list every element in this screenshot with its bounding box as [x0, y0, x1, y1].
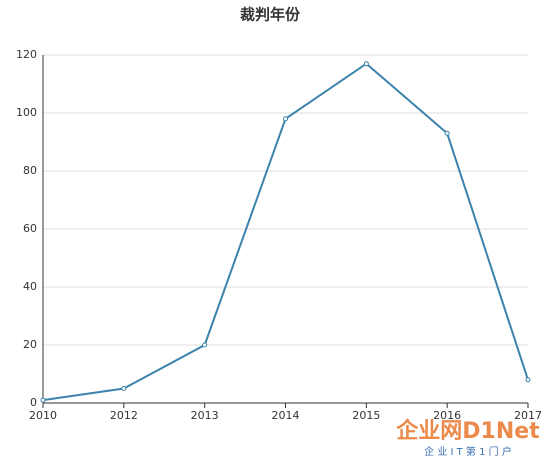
y-tick-label: 100	[16, 106, 37, 119]
y-tick-label: 60	[23, 222, 37, 235]
point	[525, 377, 531, 383]
point	[202, 342, 208, 348]
point	[121, 386, 127, 391]
x-tick-label: 2016	[433, 409, 461, 422]
line	[42, 62, 529, 402]
point	[444, 130, 450, 136]
x-tick-label: 2014	[272, 409, 300, 422]
point	[363, 61, 369, 67]
x-tick-label: 2013	[191, 409, 219, 422]
y-tick-label: 120	[16, 48, 37, 61]
watermark-tagline: 企 业 I T 第 1 门 户	[424, 445, 512, 458]
y-tick-label: 20	[23, 338, 37, 351]
point	[40, 397, 46, 403]
x-tick-label: 2012	[110, 409, 138, 422]
chart-title: 裁判年份	[240, 6, 301, 24]
point	[283, 116, 288, 122]
watermark-logo: 企业网D1Net	[395, 418, 540, 444]
y-tick-label: 40	[23, 280, 37, 293]
x-tick-label: 2017	[514, 409, 542, 422]
x-tick-label: 2015	[352, 409, 380, 422]
x-tick-label: 2010	[29, 409, 57, 422]
y-tick-label: 80	[23, 164, 37, 177]
y-tick-label: 0	[30, 396, 37, 409]
